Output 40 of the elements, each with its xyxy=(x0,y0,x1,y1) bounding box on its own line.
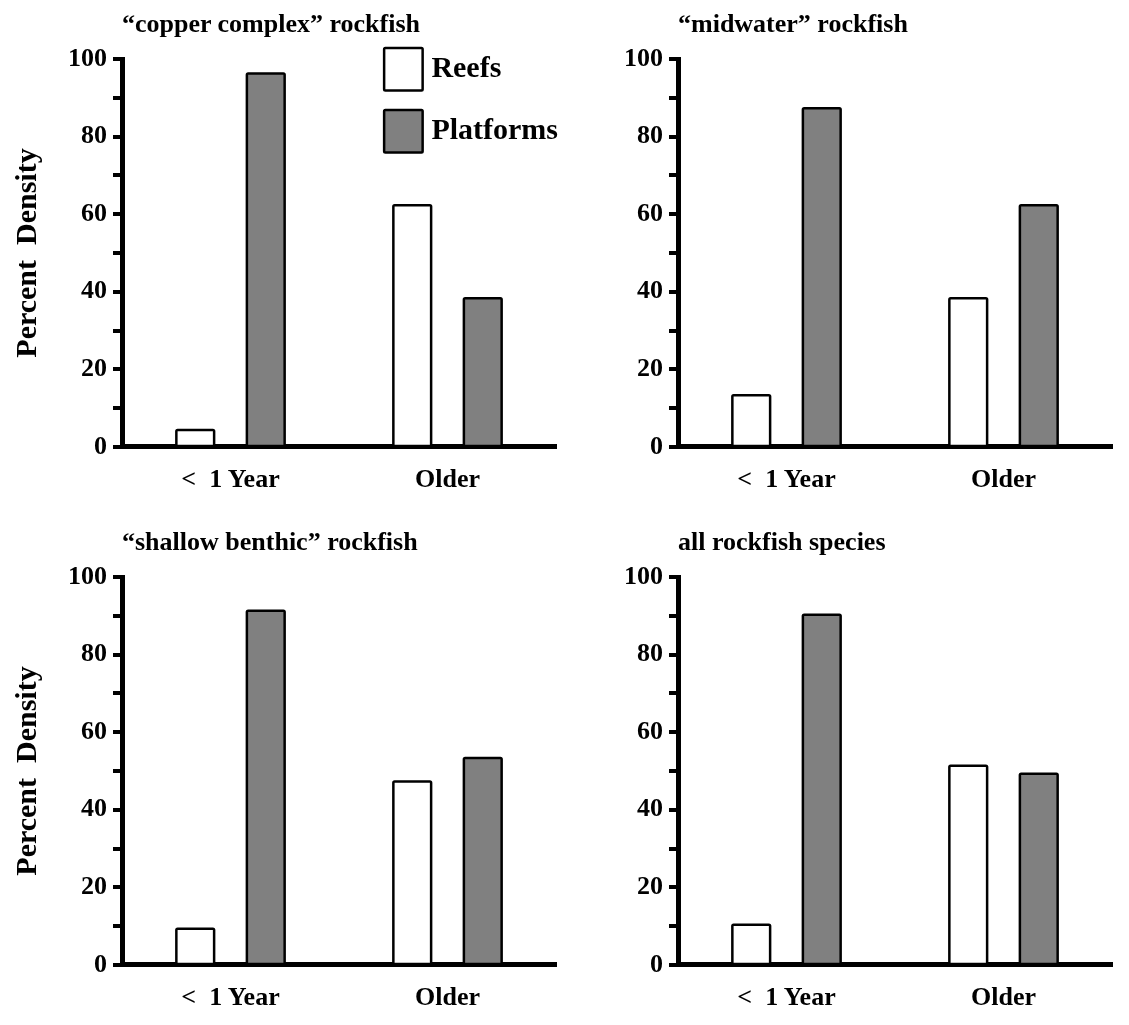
y-tick-label: 0 xyxy=(94,948,107,978)
x-tick-label: Older xyxy=(971,464,1036,494)
y-tick-label: 40 xyxy=(637,275,663,305)
y-tick-label: 80 xyxy=(637,120,663,150)
y-tick-label: 80 xyxy=(637,638,663,668)
y-tick-label: 40 xyxy=(81,793,107,823)
y-tick-label: 100 xyxy=(68,42,107,72)
chart-title: “copper complex” rockfish xyxy=(122,9,421,39)
x-tick-label: < 1 Year xyxy=(737,982,836,1012)
legend-label: Reefs xyxy=(431,49,502,83)
chart-title: all rockfish species xyxy=(678,527,886,557)
y-tick-label: 60 xyxy=(81,715,107,745)
x-tick-label: < 1 Year xyxy=(181,464,280,494)
y-tick-label: 100 xyxy=(624,560,663,590)
x-tick-label: < 1 Year xyxy=(737,464,836,494)
y-tick-label: 40 xyxy=(81,275,107,305)
y-tick-label: 20 xyxy=(637,353,663,382)
y-tick-label: 60 xyxy=(637,197,663,227)
x-tick-label: Older xyxy=(971,982,1036,1012)
y-axis-title: Percent Density xyxy=(8,148,42,358)
legend-label: Platforms xyxy=(431,111,558,145)
x-tick-label: Older xyxy=(415,982,480,1012)
y-tick-label: 80 xyxy=(81,120,107,150)
y-tick-label: 0 xyxy=(94,430,107,460)
chart-title: “midwater” rockfish xyxy=(678,9,909,39)
y-tick-label: 80 xyxy=(81,638,107,668)
y-axis-title: Percent Density xyxy=(8,666,42,876)
y-tick-label: 60 xyxy=(637,715,663,745)
y-tick-label: 20 xyxy=(81,353,107,382)
x-tick-label: Older xyxy=(415,464,480,494)
y-tick-label: 20 xyxy=(637,871,663,900)
y-tick-label: 20 xyxy=(81,871,107,900)
x-tick-label: < 1 Year xyxy=(181,982,280,1012)
chart-title: “shallow benthic” rockfish xyxy=(122,527,419,557)
y-tick-label: 100 xyxy=(68,560,107,590)
y-tick-label: 0 xyxy=(650,430,663,460)
y-tick-label: 60 xyxy=(81,197,107,227)
y-tick-label: 0 xyxy=(650,948,663,978)
y-tick-label: 100 xyxy=(624,42,663,72)
y-tick-label: 40 xyxy=(637,793,663,823)
